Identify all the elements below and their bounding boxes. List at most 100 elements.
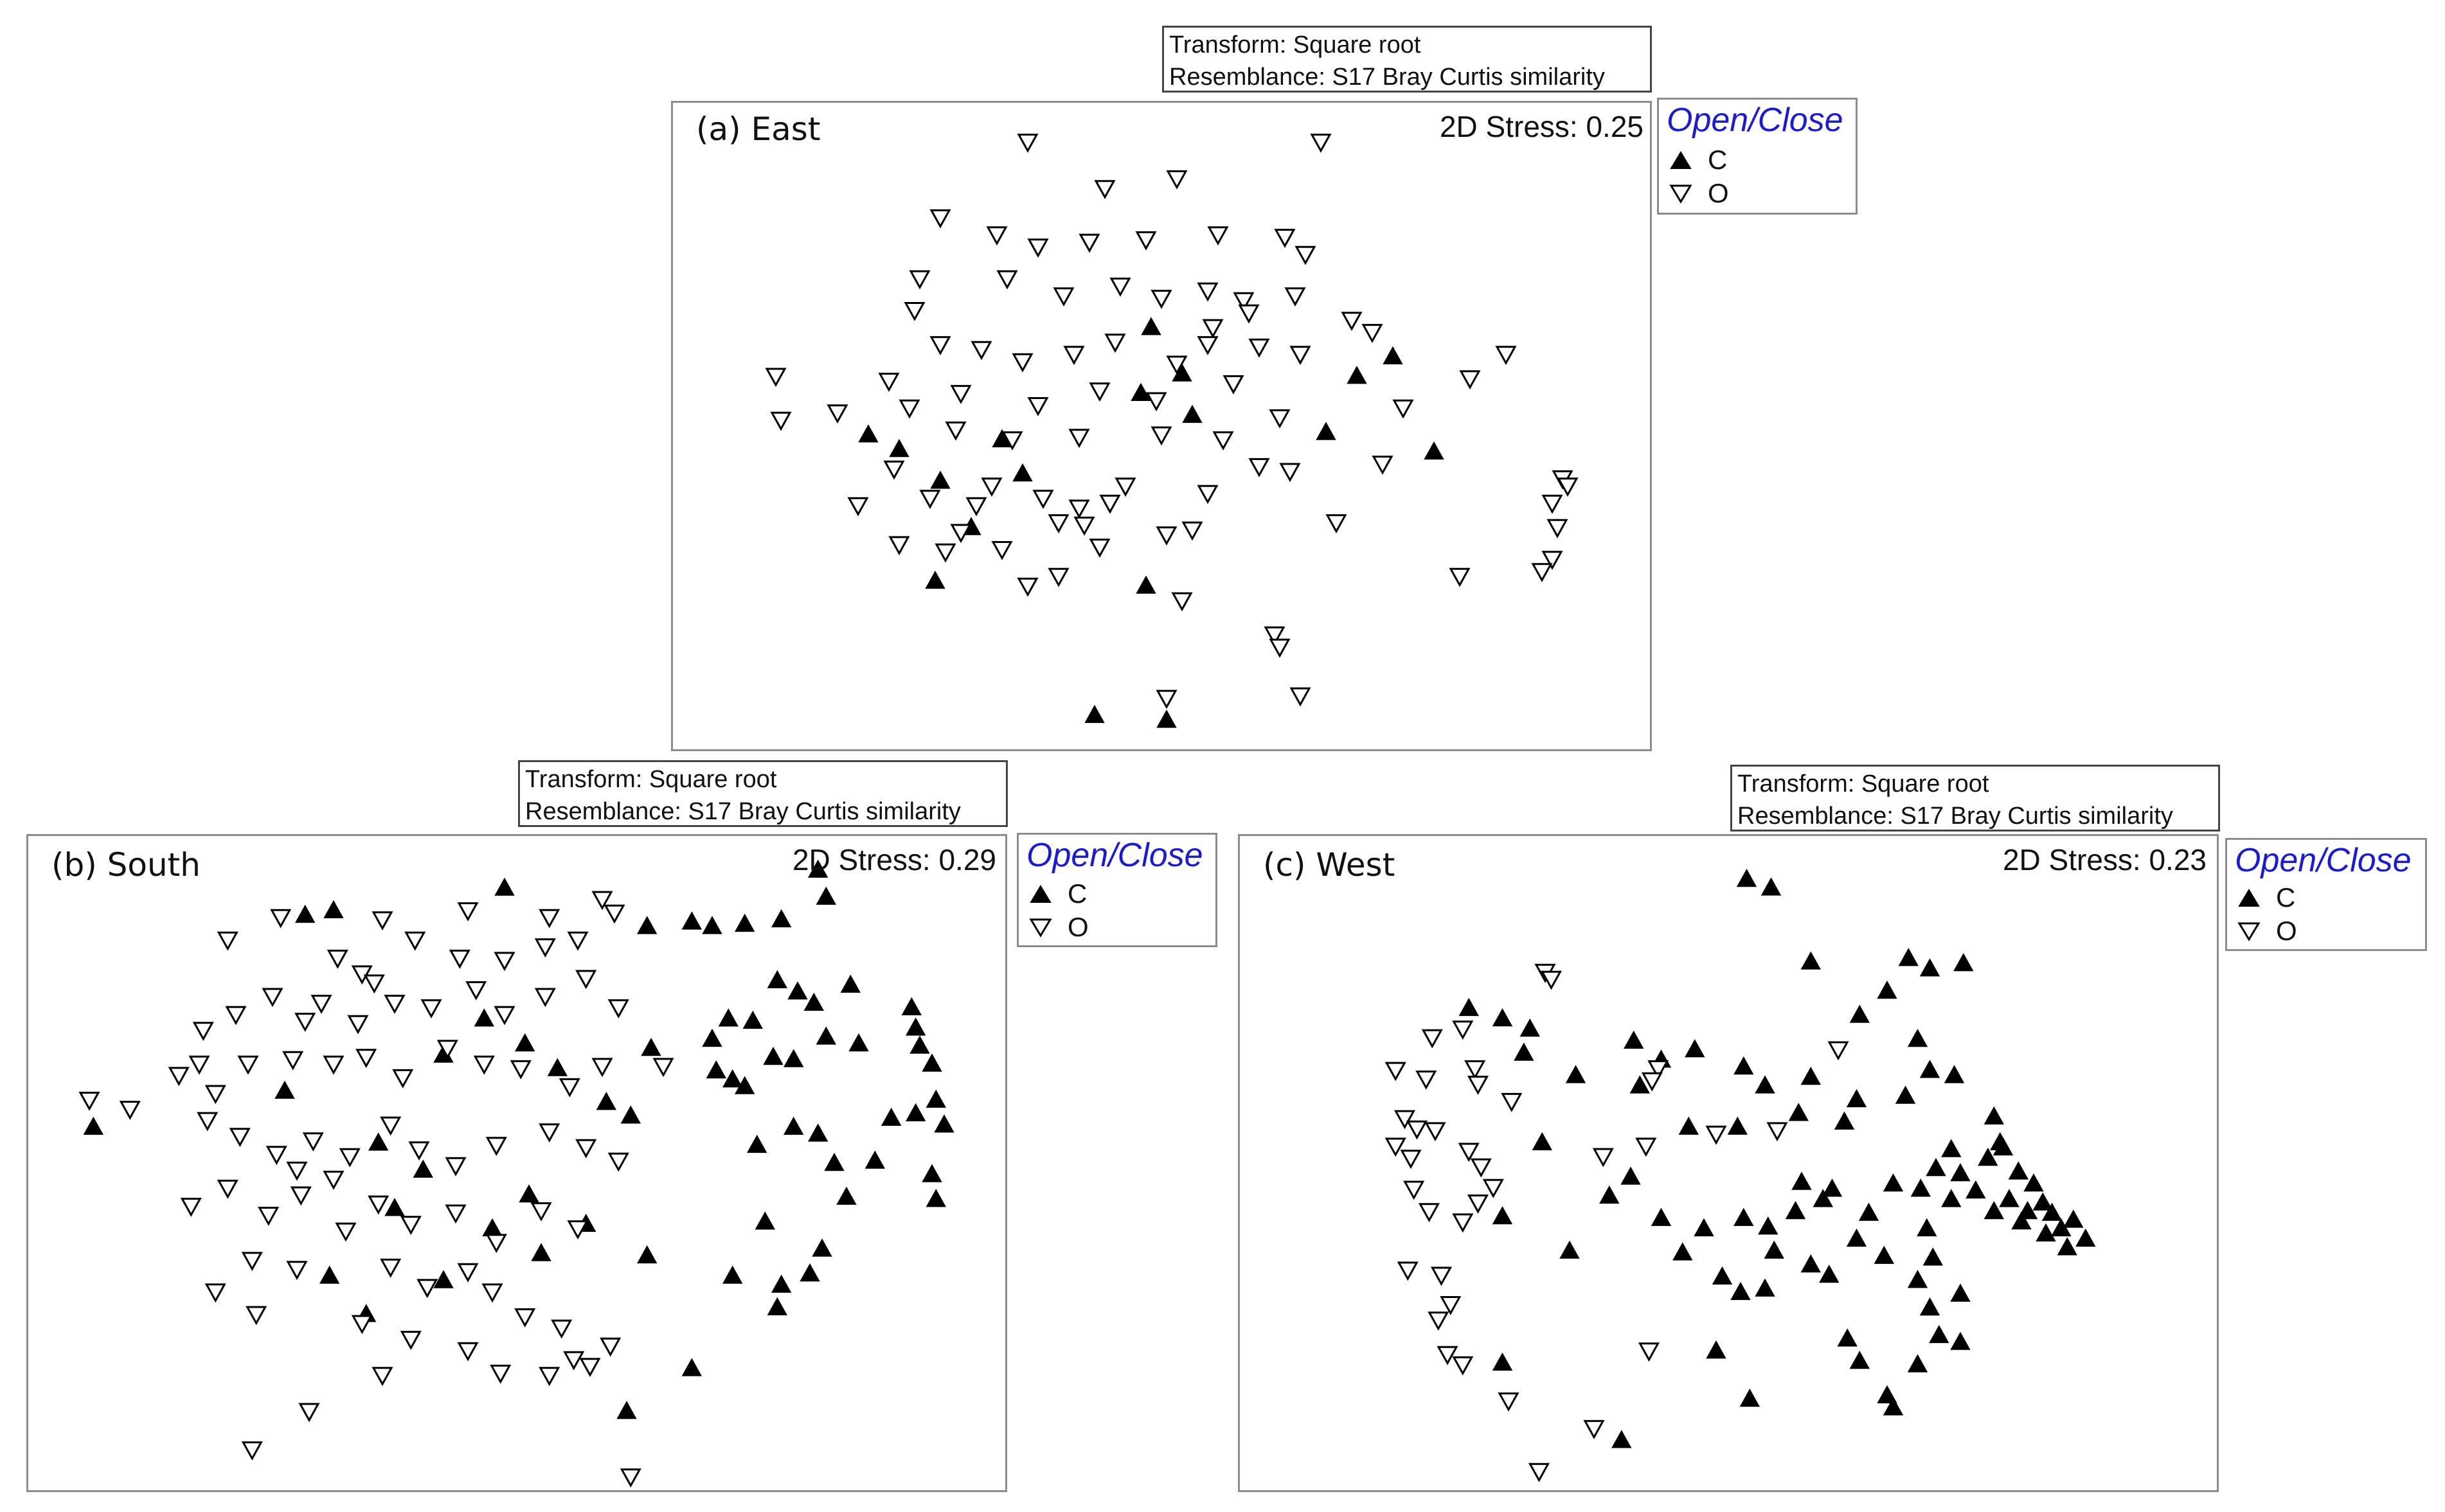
point-c-west-44 — [1941, 1139, 1962, 1157]
point-o-south-13 — [534, 938, 556, 958]
point-c-south-51 — [474, 1008, 494, 1027]
series-o-south — [78, 891, 674, 1488]
point-c-south-21 — [848, 1033, 869, 1052]
point-c-west-11 — [1733, 1056, 1754, 1075]
point-o-west-35 — [1705, 1125, 1727, 1145]
point-o-east-33 — [1495, 346, 1517, 366]
point-c-west-89 — [1791, 1171, 1812, 1190]
point-c-west-73 — [1883, 1397, 1904, 1416]
point-c-west-29 — [1620, 1166, 1641, 1185]
point-o-south-84 — [579, 1358, 601, 1377]
point-o-east-56 — [1115, 477, 1136, 497]
point-c-west-25 — [1834, 1111, 1855, 1130]
point-c-west-10 — [1629, 1075, 1650, 1094]
point-o-west-10 — [1827, 1041, 1849, 1061]
point-o-east-43 — [945, 422, 967, 441]
info-box-east: Transform: Square root Resemblance: S17 … — [1162, 26, 1652, 93]
point-c-south-40 — [771, 1274, 792, 1293]
point-c-west-9 — [1685, 1039, 1705, 1058]
point-o-south-16 — [192, 1022, 214, 1041]
point-o-east-44 — [1001, 431, 1023, 450]
legend-title-west: Open/Close — [2235, 842, 2412, 879]
point-o-east-0 — [1017, 134, 1039, 153]
point-o-east-48 — [919, 490, 941, 510]
point-o-south-15 — [604, 904, 625, 924]
point-o-east-49 — [1032, 490, 1054, 510]
legend-label-c-west: C — [2276, 882, 2296, 912]
point-o-west-27 — [1428, 1312, 1449, 1331]
point-c-west-82 — [1764, 1240, 1784, 1259]
point-c-west-12 — [1755, 1075, 1775, 1094]
point-o-south-67 — [380, 1258, 402, 1278]
point-c-south-22 — [901, 997, 922, 1015]
point-o-east-61 — [1181, 521, 1203, 541]
point-o-south-34 — [323, 1055, 345, 1075]
point-o-south-75 — [246, 1306, 267, 1326]
point-o-south-78 — [457, 1342, 479, 1362]
legend-label-o-east: O — [1708, 178, 1729, 208]
point-o-east-85 — [1197, 336, 1219, 355]
point-c-west-83 — [1694, 1218, 1714, 1236]
point-c-west-5 — [1514, 1042, 1534, 1061]
point-o-east-46 — [1151, 426, 1172, 446]
point-c-south-28 — [906, 1103, 926, 1121]
point-o-east-24 — [1012, 353, 1034, 373]
point-o-west-16 — [1424, 1122, 1446, 1142]
point-o-south-83 — [539, 1367, 560, 1387]
point-c-south-1 — [295, 904, 316, 923]
point-c-east-15 — [1084, 704, 1105, 724]
point-c-west-54 — [2063, 1209, 2084, 1228]
point-c-south-20 — [816, 1026, 836, 1045]
plot-panel-south: (b) South 2D Stress: 0.29 — [26, 834, 1007, 1492]
open-triangle-icon — [1669, 184, 1692, 204]
point-c-south-23 — [906, 1017, 926, 1036]
point-o-south-85 — [241, 1441, 263, 1461]
point-c-west-46 — [1978, 1147, 1998, 1166]
point-o-east-31 — [1361, 324, 1383, 343]
filled-triangle-icon — [1670, 151, 1692, 169]
point-c-west-3 — [1492, 1008, 1513, 1027]
point-o-west-14 — [1384, 1137, 1406, 1157]
point-o-south-36 — [392, 1069, 414, 1089]
point-o-east-10 — [1274, 229, 1296, 248]
filled-triangle-icon — [2238, 889, 2260, 907]
point-o-south-28 — [607, 999, 629, 1018]
point-c-south-0 — [83, 1116, 103, 1135]
point-o-south-8 — [327, 949, 348, 969]
point-c-east-14 — [1156, 709, 1177, 728]
point-c-south-15 — [702, 1028, 722, 1047]
point-c-east-1 — [858, 424, 879, 443]
point-c-west-66 — [1950, 1283, 1971, 1302]
point-o-east-86 — [950, 524, 972, 544]
point-o-east-12 — [909, 270, 931, 290]
point-o-south-25 — [494, 1006, 515, 1026]
point-c-south-41 — [767, 1297, 787, 1315]
point-o-south-82 — [372, 1367, 393, 1387]
legend-south: Open/Close C O — [1017, 833, 1217, 947]
point-o-east-54 — [883, 460, 905, 480]
open-triangle-icon — [1029, 918, 1052, 938]
point-o-west-37 — [1635, 1137, 1657, 1157]
point-o-west-5 — [1415, 1071, 1437, 1090]
point-c-south-64 — [519, 1184, 539, 1203]
point-o-east-8 — [1135, 231, 1157, 251]
point-o-south-45 — [302, 1132, 324, 1152]
point-o-east-40 — [1269, 409, 1291, 429]
point-o-south-24 — [465, 981, 487, 1001]
point-o-south-71 — [514, 1308, 536, 1328]
point-o-south-73 — [600, 1337, 622, 1357]
point-c-west-84 — [1846, 1228, 1867, 1247]
point-o-south-41 — [591, 1058, 613, 1078]
point-o-east-9 — [1207, 226, 1229, 246]
point-o-east-28 — [1202, 319, 1224, 339]
info-box-south: Transform: Square root Resemblance: S17 … — [518, 760, 1008, 827]
point-c-west-17 — [1898, 948, 1919, 966]
point-c-east-13 — [1136, 575, 1156, 594]
point-c-west-27 — [1727, 1116, 1748, 1135]
point-c-south-67 — [881, 1107, 902, 1126]
point-c-south-37 — [926, 1189, 946, 1207]
point-o-west-18 — [1470, 1158, 1492, 1178]
point-c-west-75 — [1611, 1430, 1632, 1448]
point-o-west-28 — [1437, 1346, 1458, 1365]
point-c-west-76 — [1492, 1352, 1513, 1371]
